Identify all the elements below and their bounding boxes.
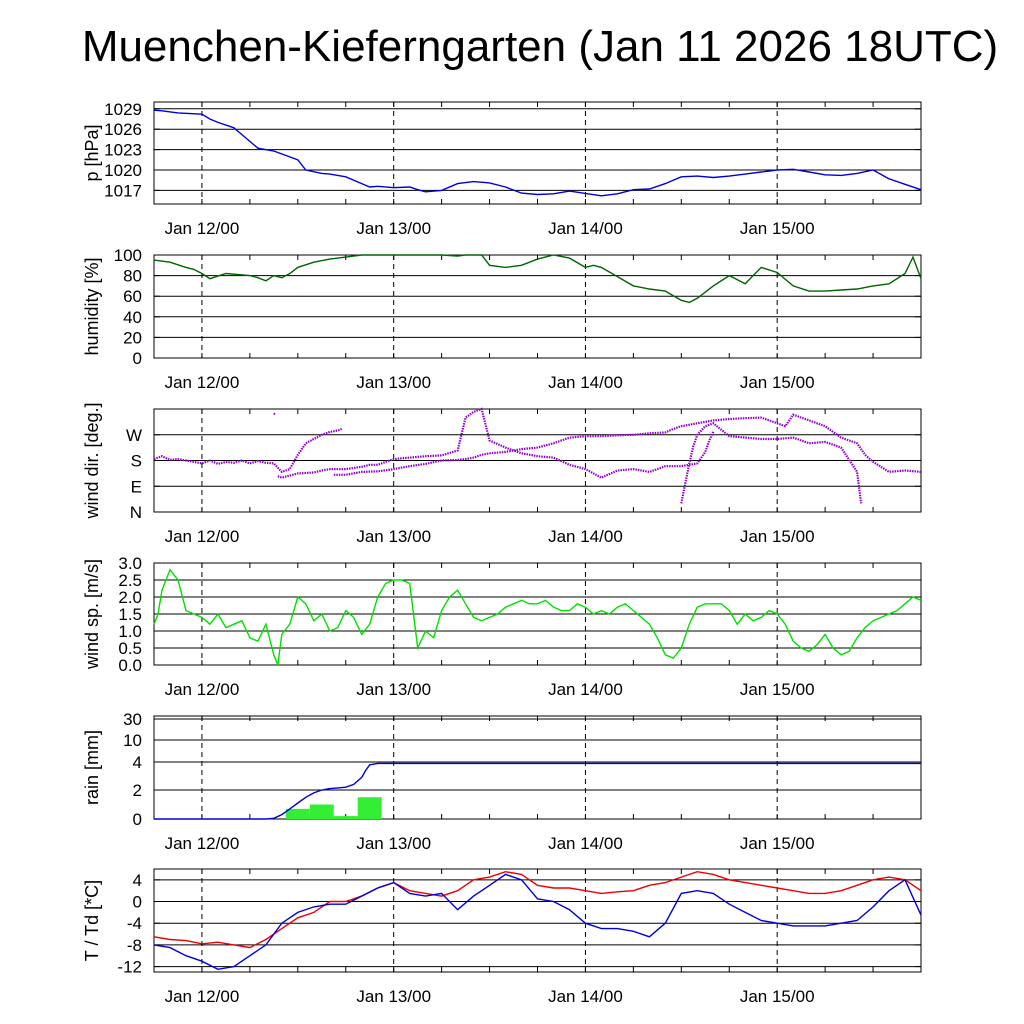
- x-tick-label: Jan 13/00: [356, 680, 431, 699]
- y-tick-label: 1.5: [118, 605, 142, 624]
- y-tick-label: 3.0: [118, 554, 142, 573]
- y-tick-label: 1017: [104, 181, 142, 200]
- y-tick-label: 0: [133, 893, 142, 912]
- x-tick-label: Jan 13/00: [356, 834, 431, 853]
- y-tick-label: E: [131, 477, 142, 496]
- series-pressure: [153, 109, 922, 197]
- series-Td: [153, 873, 922, 971]
- rain-bar: [357, 797, 382, 819]
- y-tick-label: 0: [133, 349, 142, 368]
- rain-bar: [333, 816, 358, 819]
- series-segment_3: [277, 407, 715, 479]
- x-tick-label: Jan 12/00: [165, 219, 240, 238]
- y-axis-label: humidity [%]: [82, 257, 102, 355]
- y-tick-label: 2.5: [118, 571, 142, 590]
- x-tick-label: Jan 13/00: [356, 373, 431, 392]
- series-accumulated: [154, 762, 921, 820]
- y-tick-label: S: [131, 452, 142, 471]
- y-tick-label: 0.5: [118, 639, 142, 658]
- x-tick-label: Jan 13/00: [356, 219, 431, 238]
- x-tick-label: Jan 12/00: [165, 680, 240, 699]
- y-axis-label: wind dir. [deg.]: [82, 402, 102, 519]
- x-tick-label: Jan 14/00: [548, 987, 623, 1006]
- y-tick-label: 1020: [104, 161, 142, 180]
- x-tick-label: Jan 15/00: [740, 373, 815, 392]
- x-tick-label: Jan 15/00: [740, 527, 815, 546]
- y-tick-label: 2.0: [118, 588, 142, 607]
- x-tick-label: Jan 15/00: [740, 680, 815, 699]
- series-segment_1: [153, 427, 343, 474]
- y-tick-label: 1023: [104, 141, 142, 160]
- x-tick-label: Jan 14/00: [548, 680, 623, 699]
- panel-temperature_dewpoint: -12 -8 -4 0 4 Jan 12/00 Jan 13/00 Jan 14/00 Jan …: [82, 868, 922, 1006]
- y-axis-label: rain [mm]: [82, 730, 102, 805]
- panel-rain: 0 2 4 10 30 Jan 12/00 Jan 13/00 Jan 14/00 Jan 15…: [82, 710, 922, 853]
- series-segment_5: [333, 413, 922, 476]
- x-tick-label: Jan 15/00: [740, 987, 815, 1006]
- y-tick-label: 1.0: [118, 622, 142, 641]
- x-tick-label: Jan 12/00: [165, 987, 240, 1006]
- x-tick-label: Jan 14/00: [548, 527, 623, 546]
- panel-wind_speed: 0.00.51.01.52.02.53.0 Jan 12/00 Jan 13/00 J…: [82, 554, 922, 699]
- x-tick-label: Jan 12/00: [165, 527, 240, 546]
- y-tick-label: 100: [114, 246, 142, 265]
- y-tick-label: W: [126, 426, 142, 445]
- y-axis-label: T / Td [*C]: [82, 880, 102, 961]
- y-tick-label: 60: [123, 287, 142, 306]
- x-tick-label: Jan 14/00: [548, 834, 623, 853]
- y-tick-label: 40: [123, 308, 142, 327]
- panel-frame: [153, 715, 922, 820]
- x-tick-label: Jan 12/00: [165, 834, 240, 853]
- x-tick-label: Jan 13/00: [356, 527, 431, 546]
- series-segment_4: [680, 422, 863, 504]
- x-tick-label: Jan 12/00: [165, 373, 240, 392]
- y-tick-label: 0.0: [118, 656, 142, 675]
- series-T: [153, 870, 922, 949]
- rain-bar: [309, 804, 334, 819]
- x-tick-label: Jan 13/00: [356, 987, 431, 1006]
- y-tick-label: 80: [123, 267, 142, 286]
- y-tick-label: 20: [123, 328, 142, 347]
- y-axis-label: wind sp. [m/s]: [82, 559, 102, 670]
- y-tick-label: -4: [127, 914, 142, 933]
- y-tick-label: 1026: [104, 120, 142, 139]
- y-tick-label: 0: [133, 810, 142, 829]
- series-wind_speed: [153, 568, 922, 666]
- x-tick-label: Jan 15/00: [740, 834, 815, 853]
- series-humidity: [153, 254, 922, 304]
- y-tick-label: -12: [117, 958, 142, 977]
- panel-frame: [153, 101, 922, 205]
- y-tick-label: -8: [127, 936, 142, 955]
- y-tick-label: N: [130, 503, 142, 522]
- y-axis-label: p [hPa]: [82, 124, 102, 181]
- y-tick-label: 10: [123, 731, 142, 750]
- y-tick-label: 2: [133, 781, 142, 800]
- x-tick-label: Jan 15/00: [740, 219, 815, 238]
- chart-title: Muenchen-Kieferngarten (Jan 11 2026 18UT…: [81, 22, 999, 71]
- panel-frame: [153, 254, 922, 359]
- x-tick-label: Jan 14/00: [548, 373, 623, 392]
- y-tick-label: 4: [133, 753, 142, 772]
- y-tick-label: 1029: [104, 100, 142, 119]
- x-tick-label: Jan 14/00: [548, 219, 623, 238]
- y-tick-label: 30: [123, 710, 142, 729]
- panel-frame: [153, 868, 922, 973]
- y-tick-label: 4: [133, 871, 142, 890]
- rain-bar: [285, 808, 310, 819]
- series-segment_2: [273, 412, 277, 416]
